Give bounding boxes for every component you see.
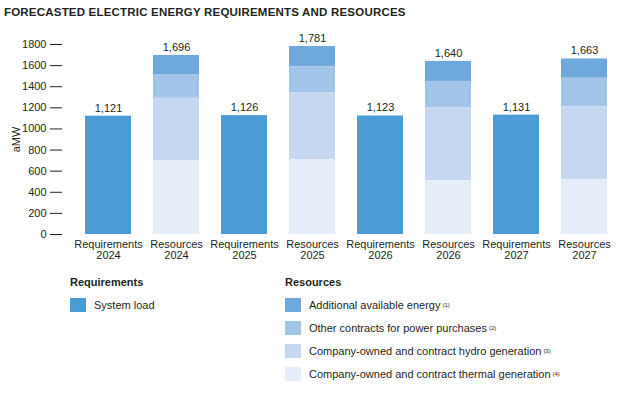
html-text:Other contracts for power purc: Other contracts for power purchases(2) <box>309 322 497 334</box>
svg-text:400: 400 <box>28 186 46 198</box>
svg-text:Resources2025: Resources2025 <box>286 238 339 261</box>
html-text:Requirements: Requirements <box>70 276 144 288</box>
svg-text:1,696: 1,696 <box>163 41 191 53</box>
svg-text:Requirements2026: Requirements2026 <box>346 238 415 261</box>
html-text:Resources: Resources <box>285 276 342 288</box>
html-text:System load: System load <box>94 299 155 311</box>
svg-text:1,131: 1,131 <box>503 101 531 113</box>
svg-text:0: 0 <box>40 228 46 240</box>
svg-text:Resources2026: Resources2026 <box>422 238 475 261</box>
html-text:Company-owned and contract hyd: Company-owned and contract hydro generat… <box>309 345 551 357</box>
svg-text:1,640: 1,640 <box>435 47 463 59</box>
svg-text:Requirements2025: Requirements2025 <box>210 238 279 261</box>
svg-text:200: 200 <box>28 207 46 219</box>
svg-text:1400: 1400 <box>22 80 46 92</box>
svg-text:1200: 1200 <box>22 101 46 113</box>
svg-text:Requirements2024: Requirements2024 <box>74 238 143 261</box>
svg-text:800: 800 <box>28 144 46 156</box>
svg-text:1,781: 1,781 <box>299 32 327 44</box>
html-text:Company-owned and contract the: Company-owned and contract thermal gener… <box>309 368 560 380</box>
svg-text:1000: 1000 <box>22 122 46 134</box>
svg-text:1,126: 1,126 <box>231 101 259 113</box>
svg-text:1,663: 1,663 <box>571 44 599 56</box>
svg-text:1,123: 1,123 <box>367 101 395 113</box>
svg-text:1600: 1600 <box>22 59 46 71</box>
svg-text:1800: 1800 <box>22 38 46 50</box>
svg-text:aMW: aMW <box>10 126 22 152</box>
html-text:Additional available energy(1): Additional available energy(1) <box>309 299 450 311</box>
html-text:FORECASTED ELECTRIC ENERGY REQ: FORECASTED ELECTRIC ENERGY REQUIREMENTS … <box>4 6 406 18</box>
svg-text:Resources2027: Resources2027 <box>558 238 611 261</box>
svg-text:1,121: 1,121 <box>95 102 123 114</box>
svg-text:Requirements2027: Requirements2027 <box>482 238 551 261</box>
svg-text:Resources2024: Resources2024 <box>150 238 203 261</box>
svg-text:600: 600 <box>28 165 46 177</box>
